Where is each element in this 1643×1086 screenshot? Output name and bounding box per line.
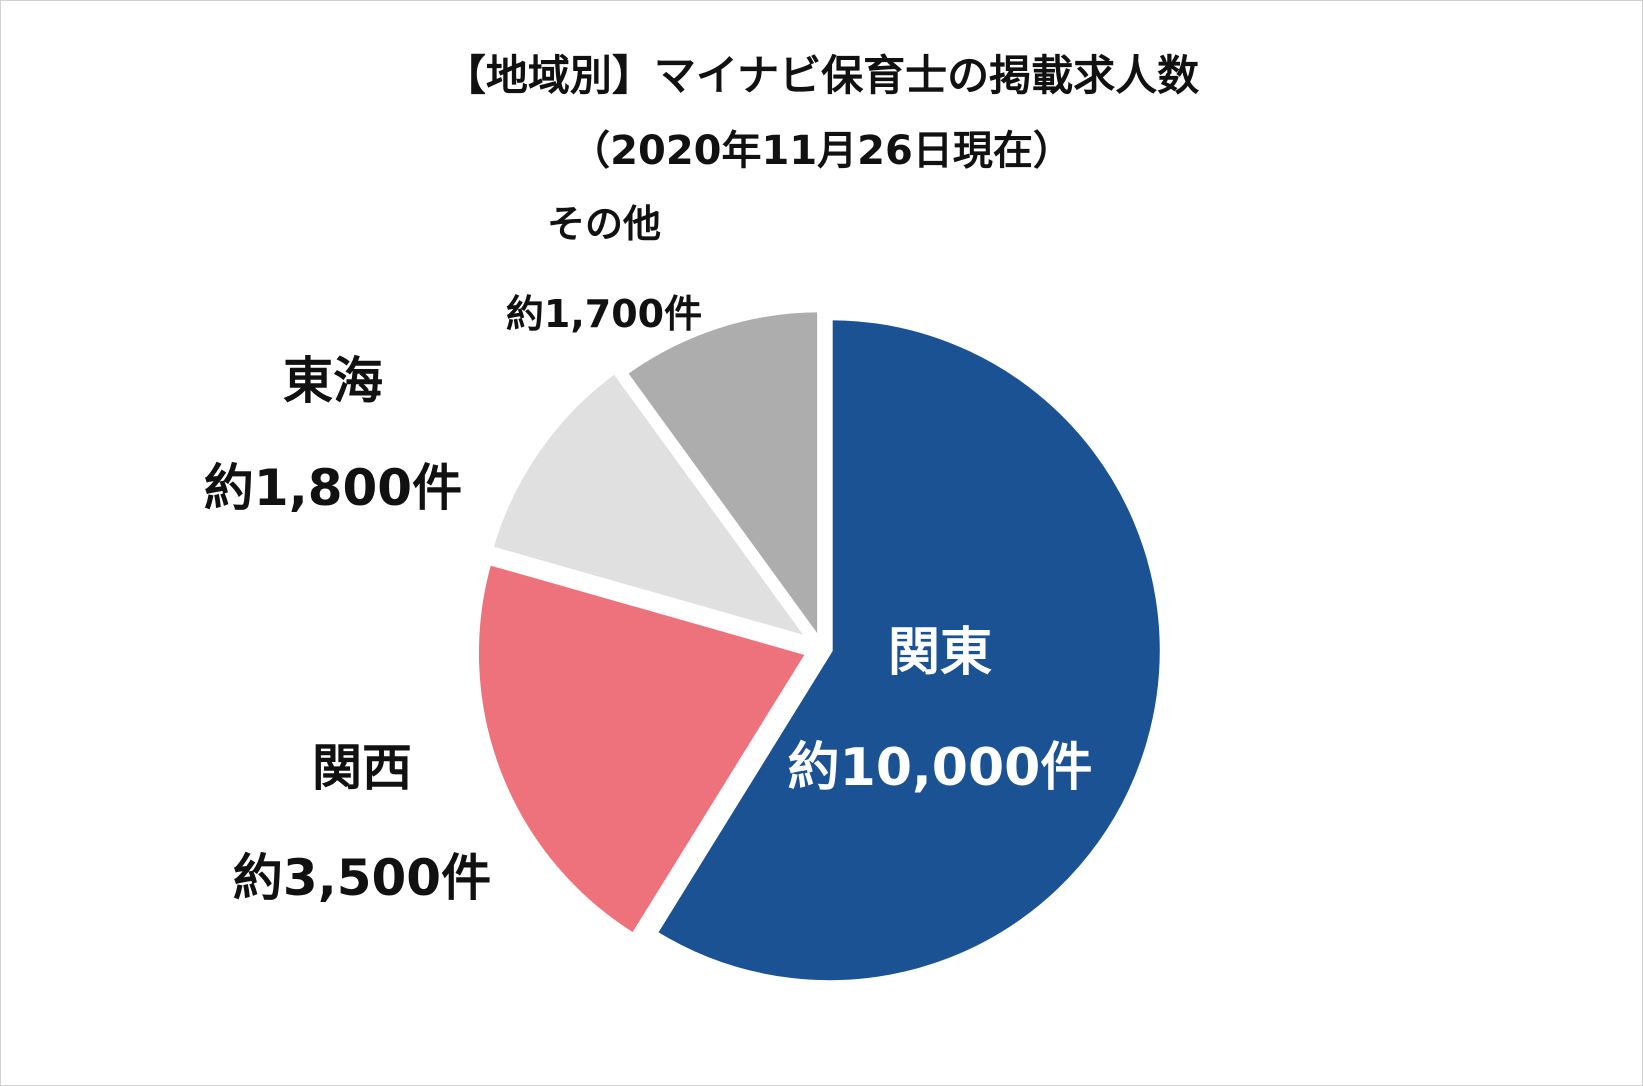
slice-value-label-4: 約1,700件 bbox=[506, 292, 702, 336]
chart-subtitle: （2020年11月26日現在） bbox=[570, 128, 1073, 174]
slice-value-label-1: 約10,000件 bbox=[788, 738, 1093, 798]
slice-category-label-4: その他 bbox=[547, 202, 661, 246]
slice-value-label-3: 約1,800件 bbox=[204, 459, 462, 517]
slice-category-label-3: 東海 bbox=[283, 352, 383, 410]
pie-slice-3 bbox=[487, 367, 814, 643]
slice-category-label-1: 関東 bbox=[888, 623, 992, 683]
chart-title: 【地域別】マイナビ保育士の掲載求人数 bbox=[443, 51, 1200, 100]
slice-category-label-2: 関西 bbox=[312, 739, 412, 797]
pie-slice-2 bbox=[472, 558, 812, 940]
slice-value-label-2: 約3,500件 bbox=[233, 849, 491, 907]
pie-slice-4 bbox=[621, 306, 824, 646]
pie-slices bbox=[472, 306, 1166, 987]
pie-slice-1 bbox=[651, 314, 1166, 987]
